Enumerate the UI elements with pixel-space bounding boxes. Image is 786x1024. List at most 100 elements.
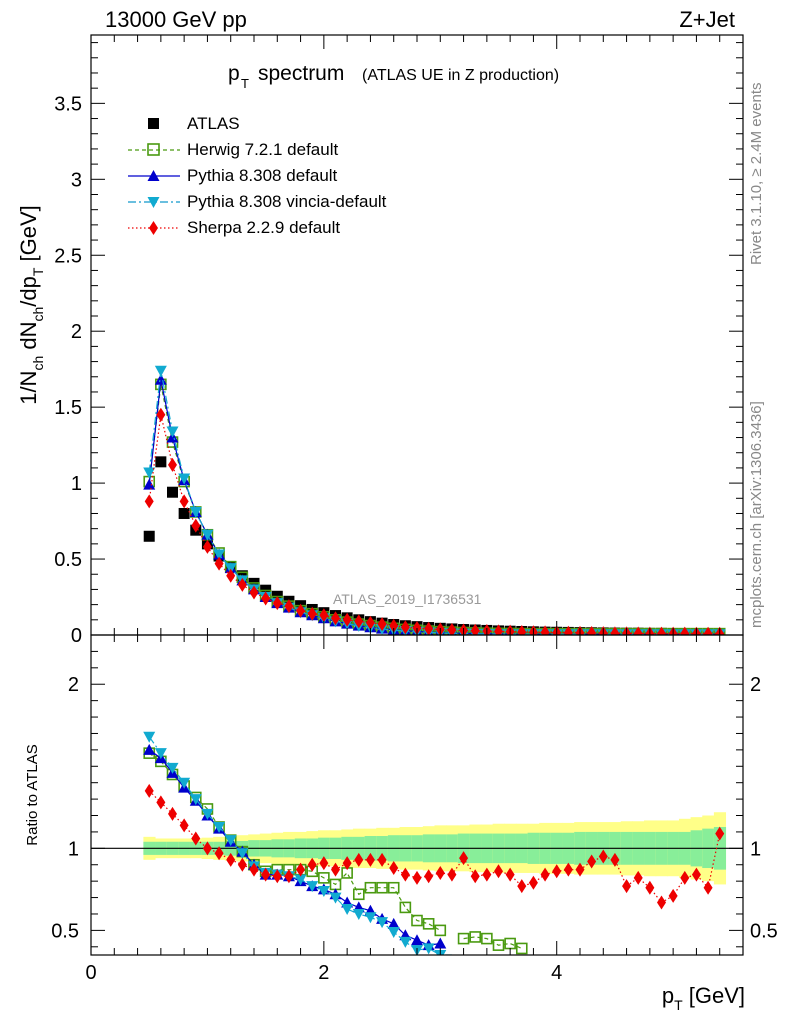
main-y-tick-labels: 0 0.5 1 1.5 2 2.5 3 3.5	[54, 93, 82, 647]
ratio-point-pythia-8-308-vincia-default	[399, 936, 412, 948]
ratio-point-sherpa-2-2-9-default	[703, 880, 713, 895]
main-series-atlas	[143, 456, 726, 635]
ratio-point-herwig-7-2-1-default	[364, 881, 377, 894]
ratio-point-sherpa-2-2-9-default	[575, 862, 585, 877]
legend-entry-vincia: Pythia 8.308 vincia-default	[128, 192, 387, 211]
main-y-tick-label: 2.5	[54, 245, 82, 267]
ratio-point-sherpa-2-2-9-default	[237, 857, 247, 872]
legend-label-vincia: Pythia 8.308 vincia-default	[187, 192, 387, 211]
legend: ATLAS Herwig 7.2.1 default Pythia 8.308 …	[128, 114, 387, 237]
ratio-point-herwig-7-2-1-default	[469, 931, 482, 943]
ratio-frame	[90, 634, 744, 956]
main-point-sherpa-2-2-9-default	[377, 617, 387, 632]
ratio-point-sherpa-2-2-9-default	[377, 852, 387, 867]
main-point-atlas	[178, 507, 190, 519]
ratio-point-pythia-8-308-vincia-default	[154, 748, 167, 760]
ratio-point-sherpa-2-2-9-default	[214, 846, 224, 861]
ratio-point-sherpa-2-2-9-default	[412, 870, 422, 885]
main-panel: 0 0.5 1 1.5 2 2.5 3 3.5 p T spectrum (ATLAS UE …	[16, 34, 744, 647]
ratio-point-pythia-8-308-vincia-default	[317, 886, 330, 897]
ratio-point-pythia-8-308-vincia-default	[329, 892, 342, 904]
ratio-y-tick-label-right: 2	[750, 674, 761, 696]
ratio-point-sherpa-2-2-9-default	[645, 880, 655, 895]
main-point-sherpa-2-2-9-default	[331, 611, 340, 626]
ratio-point-herwig-7-2-1-default	[399, 901, 412, 914]
rivet-label: Rivet 3.1.10, ≥ 2.4M events	[748, 83, 765, 266]
main-point-sherpa-2-2-9-default	[633, 626, 643, 635]
ratio-point-sherpa-2-2-9-default	[261, 867, 271, 882]
main-point-sherpa-2-2-9-default	[563, 625, 573, 635]
ratio-point-sherpa-2-2-9-default	[691, 867, 701, 882]
ratio-point-pythia-8-308-default	[411, 934, 423, 946]
main-point-sherpa-2-2-9-default	[494, 624, 503, 635]
main-point-pythia-8-308-default	[154, 373, 167, 385]
ratio-point-sherpa-2-2-9-default	[284, 869, 294, 884]
ratio-point-sherpa-2-2-9-default	[668, 888, 678, 903]
main-point-sherpa-2-2-9-default	[424, 621, 434, 635]
main-point-sherpa-2-2-9-default	[470, 623, 480, 635]
main-y-tick-label: 1	[71, 473, 82, 495]
main-point-atlas	[155, 456, 167, 468]
ratio-point-sherpa-2-2-9-default	[226, 852, 236, 867]
main-axis-ticks	[90, 35, 744, 636]
ratio-point-sherpa-2-2-9-default	[494, 864, 503, 879]
title-p: p	[228, 62, 240, 85]
title-main: spectrum	[258, 62, 344, 85]
ratio-point-sherpa-2-2-9-default	[552, 864, 562, 879]
main-point-sherpa-2-2-9-default	[226, 568, 236, 583]
ratio-point-sherpa-2-2-9-default	[517, 879, 527, 894]
ratio-point-sherpa-2-2-9-default	[587, 854, 597, 869]
ratio-point-sherpa-2-2-9-default	[633, 870, 643, 885]
ratio-point-sherpa-2-2-9-default	[528, 875, 538, 890]
ratio-point-sherpa-2-2-9-default	[680, 870, 690, 885]
ratio-point-pythia-8-308-vincia-default	[224, 835, 237, 847]
ratio-point-pythia-8-308-vincia-default	[178, 777, 191, 789]
main-y-tick-label: 3	[71, 169, 82, 191]
main-point-pythia-8-308-vincia-default	[166, 426, 179, 438]
main-y-tick-label: 0.5	[54, 549, 82, 571]
main-point-pythia-8-308-vincia-default	[201, 529, 214, 541]
ratio-point-sherpa-2-2-9-default	[342, 856, 352, 871]
main-point-sherpa-2-2-9-default	[214, 556, 224, 571]
ratio-point-herwig-7-2-1-default	[422, 918, 435, 930]
ratio-point-pythia-8-308-vincia-default	[341, 904, 354, 916]
ratio-point-sherpa-2-2-9-default	[482, 867, 492, 882]
ratio-y-axis-label: Ratio to ATLAS	[24, 744, 41, 845]
ratio-point-herwig-7-2-1-default	[411, 914, 423, 927]
ratio-point-sherpa-2-2-9-default	[296, 862, 306, 877]
ratio-panel: 0.5 0.5 1 1 2 2 0 2 4 Ratio to ATLAS pT [GeV]	[24, 634, 778, 1013]
main-point-pythia-8-308-vincia-default	[224, 563, 237, 575]
ratio-point-pythia-8-308-default	[434, 937, 447, 949]
x-axis-label: pT [GeV]	[662, 983, 745, 1013]
main-point-pythia-8-308-vincia-default	[213, 549, 226, 561]
ratio-point-pythia-8-308-vincia-default	[201, 808, 214, 820]
main-y-tick-label: 3.5	[54, 93, 82, 115]
ratio-point-pythia-8-308-vincia-default	[422, 943, 435, 955]
ratio-point-pythia-8-308-vincia-default	[294, 874, 307, 886]
ratio-point-herwig-7-2-1-default	[318, 872, 330, 884]
main-point-sherpa-2-2-9-default	[517, 624, 527, 635]
ratio-line-herwig-7-2-1-default-0	[148, 752, 441, 931]
ratio-point-sherpa-2-2-9-default	[202, 841, 212, 856]
ratio-point-herwig-7-2-1-default	[434, 924, 447, 937]
main-point-sherpa-2-2-9-default	[237, 577, 247, 592]
ratio-point-sherpa-2-2-9-default	[389, 861, 399, 876]
main-point-sherpa-2-2-9-default	[400, 620, 410, 635]
ratio-point-sherpa-2-2-9-default	[447, 867, 457, 882]
ratio-point-pythia-8-308-default	[387, 917, 400, 929]
mcplots-label: mcplots.cern.ch [arXiv:1306.3436]	[748, 401, 765, 628]
main-point-pythia-8-308-vincia-default	[189, 506, 202, 518]
main-point-sherpa-2-2-9-default	[202, 539, 212, 554]
main-point-sherpa-2-2-9-default	[587, 626, 597, 635]
ratio-point-herwig-7-2-1-default	[515, 942, 528, 955]
legend-marker-sherpa	[149, 221, 158, 235]
title-sub-T: T	[241, 76, 249, 91]
process-label: Z+Jet	[679, 7, 735, 32]
ratio-point-pythia-8-308-vincia-default	[306, 881, 319, 893]
ratio-point-sherpa-2-2-9-default	[249, 862, 259, 877]
legend-entry-atlas: ATLAS	[148, 114, 240, 133]
ratio-tick-labels: 0.5 0.5 1 1 2 2 0 2 4	[51, 674, 778, 984]
plot-title: p T spectrum (ATLAS UE in Z production)	[228, 62, 559, 91]
legend-marker-herwig	[147, 143, 160, 156]
main-y-tick-label: 1.5	[54, 397, 82, 419]
